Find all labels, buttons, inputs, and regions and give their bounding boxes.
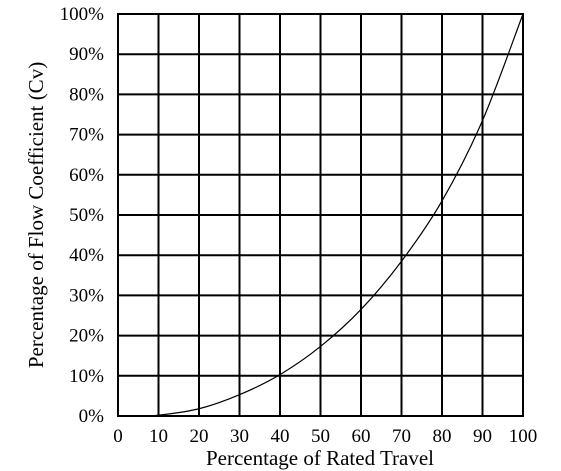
y-tick-label: 70% <box>69 125 104 146</box>
x-tick-label: 50 <box>311 426 330 447</box>
y-tick-label: 80% <box>69 84 104 105</box>
x-tick-label: 30 <box>230 426 249 447</box>
x-tick-label: 10 <box>149 426 168 447</box>
y-tick-label: 20% <box>69 326 104 347</box>
y-tick-label: 100% <box>60 4 105 25</box>
x-tick-labels: 0 10 20 30 40 50 60 70 80 90 100 <box>113 426 537 447</box>
x-axis-label: Percentage of Rated Travel <box>206 446 434 470</box>
y-tick-label: 30% <box>69 285 104 306</box>
x-tick-label: 60 <box>352 426 371 447</box>
x-tick-label: 20 <box>190 426 209 447</box>
y-tick-label: 10% <box>69 366 104 387</box>
x-tick-label: 40 <box>271 426 290 447</box>
x-tick-label: 70 <box>392 426 411 447</box>
y-tick-labels: 0% 10% 20% 30% 40% 50% 60% 70% 80% 90% 100% <box>60 4 105 427</box>
x-tick-label: 90 <box>473 426 492 447</box>
plot-frame <box>117 13 524 417</box>
y-tick-label: 60% <box>69 165 104 186</box>
y-tick-label: 0% <box>79 406 105 427</box>
y-axis-label: Percentage of Flow Coefficient (Cv) <box>24 62 48 368</box>
y-tick-label: 50% <box>69 205 104 226</box>
y-tick-label: 90% <box>69 44 104 65</box>
x-tick-label: 80 <box>433 426 452 447</box>
grid-layer <box>117 13 524 417</box>
series-line <box>117 13 524 417</box>
x-tick-label: 100 <box>509 426 538 447</box>
y-tick-label: 40% <box>69 245 104 266</box>
x-tick-label: 0 <box>113 426 123 447</box>
